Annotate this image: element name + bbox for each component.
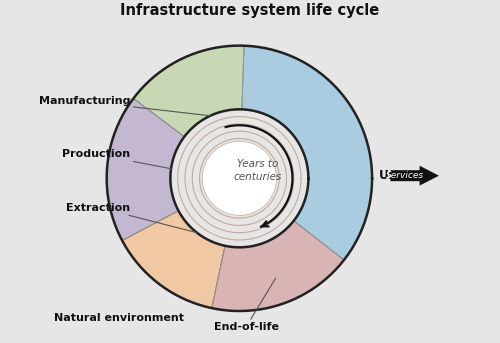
- Polygon shape: [212, 221, 344, 311]
- Text: Production: Production: [62, 150, 171, 169]
- Polygon shape: [107, 46, 372, 311]
- Text: Extraction: Extraction: [66, 202, 197, 233]
- Title: Infrastructure system life cycle: Infrastructure system life cycle: [120, 3, 380, 18]
- Text: Natural environment: Natural environment: [54, 313, 184, 323]
- Text: Use: Use: [378, 169, 404, 182]
- Text: End-of-life: End-of-life: [214, 278, 278, 332]
- Circle shape: [202, 141, 276, 215]
- Text: Manufacturing: Manufacturing: [39, 96, 210, 116]
- Polygon shape: [242, 46, 372, 260]
- Polygon shape: [390, 166, 438, 185]
- Text: Services: Services: [386, 171, 424, 180]
- Text: Years to
centuries: Years to centuries: [234, 159, 282, 182]
- Polygon shape: [106, 98, 184, 241]
- Polygon shape: [134, 46, 244, 137]
- Polygon shape: [122, 211, 225, 308]
